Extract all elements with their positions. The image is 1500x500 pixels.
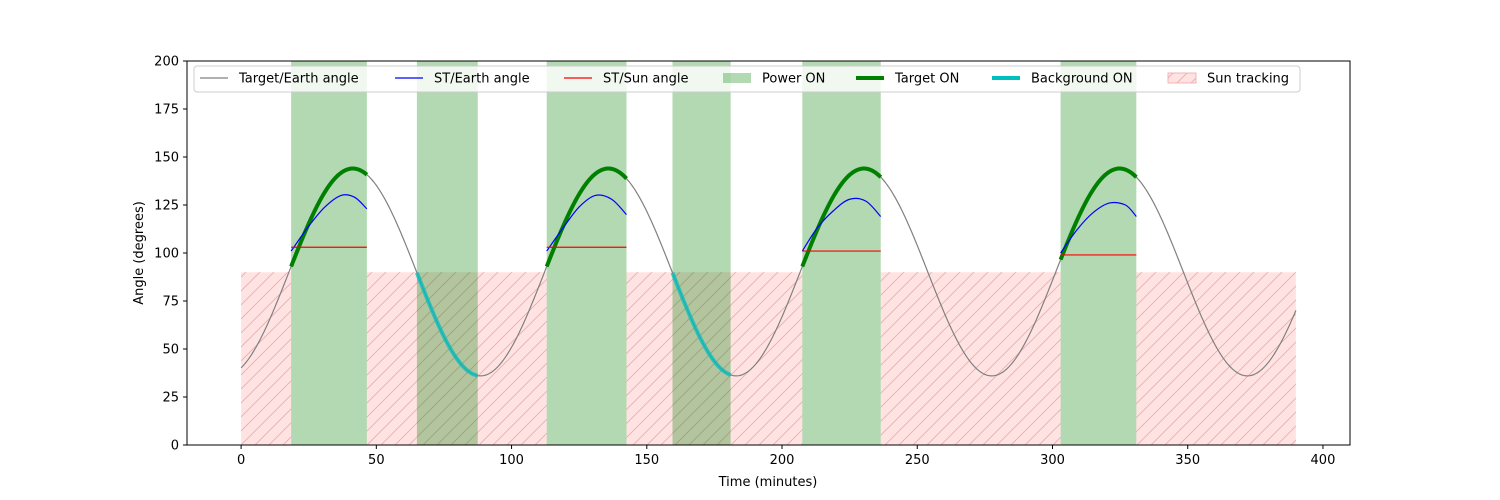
power-on-band	[546, 61, 627, 445]
y-tick-label: 0	[171, 439, 179, 454]
power-on-band	[672, 61, 731, 445]
legend-label: Sun tracking	[1207, 72, 1289, 87]
background-on-segment	[415, 271, 479, 378]
y-tick-label: 175	[154, 103, 179, 118]
power-on-band	[802, 61, 881, 445]
target-on-segment	[289, 166, 369, 268]
x-axis-label: Time (minutes)	[718, 475, 818, 490]
legend-swatch	[723, 73, 751, 83]
st-earth-angle-line	[801, 197, 882, 252]
st-earth-angle-line	[1060, 201, 1137, 254]
sun-tracking-hatch	[880, 272, 1061, 445]
x-tick-label: 100	[499, 453, 524, 468]
legend-swatch-hatch	[1168, 73, 1196, 83]
plot-area	[240, 61, 1297, 445]
axis-ticks: 0 50 100 150 200 250 300 350 400 0 25 50 75 100 125 150…	[154, 55, 1335, 469]
sun-tracking-hatch	[1136, 272, 1296, 445]
target-on-segment	[800, 166, 883, 268]
power-on-band	[416, 61, 478, 445]
y-tick-label: 75	[162, 295, 179, 310]
x-tick-label: 350	[1175, 453, 1200, 468]
target-on-segment	[1058, 166, 1138, 261]
power-on-band	[1060, 61, 1137, 445]
legend-label: Power ON	[762, 72, 825, 87]
y-tick-label: 50	[162, 343, 179, 358]
x-tick-label: 50	[368, 453, 385, 468]
y-tick-label: 25	[162, 391, 179, 406]
legend-label: Target ON	[894, 72, 959, 87]
st-earth-angle-line	[290, 194, 368, 252]
y-tick-label: 200	[154, 55, 179, 70]
st-earth-angle-line	[546, 194, 627, 252]
legend-box	[193, 65, 1301, 93]
x-tick-label: 200	[770, 453, 795, 468]
power-on-band	[291, 61, 367, 445]
legend-label: ST/Sun angle	[603, 72, 689, 87]
y-tick-label: 100	[154, 247, 179, 262]
x-tick-label: 250	[905, 453, 930, 468]
legend-label: Target/Earth angle	[238, 72, 359, 87]
y-tick-label: 125	[154, 199, 179, 214]
legend-label: Background ON	[1031, 72, 1133, 87]
x-tick-label: 300	[1040, 453, 1065, 468]
target-on-segment	[544, 166, 628, 268]
legend-label: ST/Earth angle	[434, 72, 530, 87]
y-axis-label: Angle (degrees)	[132, 201, 147, 305]
x-tick-label: 0	[237, 453, 245, 468]
x-tick-label: 400	[1311, 453, 1336, 468]
x-tick-label: 150	[634, 453, 659, 468]
background-on-segment	[670, 271, 732, 377]
legend: Target/Earth angle ST/Earth angle ST/Sun a…	[193, 65, 1301, 93]
y-tick-label: 150	[154, 151, 179, 166]
